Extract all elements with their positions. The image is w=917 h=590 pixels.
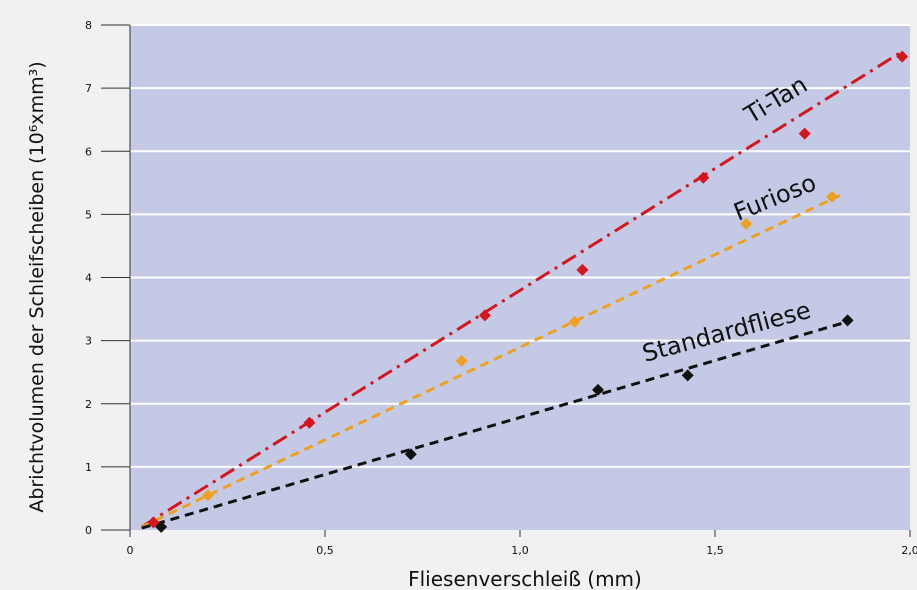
y-tick-label: 8	[85, 19, 92, 32]
x-tick-label: 1,5	[706, 544, 724, 557]
y-tick-label: 5	[85, 208, 92, 221]
x-axis-label: Fliesenverschleiß (mm)	[408, 567, 642, 590]
x-tick-label: 0	[127, 544, 134, 557]
y-tick-label: 1	[85, 461, 92, 474]
y-tick-label: 3	[85, 335, 92, 348]
y-tick-label: 6	[85, 145, 92, 158]
y-tick-label: 7	[85, 82, 92, 95]
x-tick-label: 1,0	[511, 544, 529, 557]
y-tick-label: 4	[85, 272, 92, 285]
y-tick-label: 2	[85, 398, 92, 411]
x-tick-label: 0,5	[316, 544, 334, 557]
x-tick-label: 2,0	[901, 544, 917, 557]
y-axis-label: Abrichtvolumen der Schleifscheiben (10⁶x…	[26, 61, 48, 512]
y-tick-label: 0	[85, 524, 92, 537]
